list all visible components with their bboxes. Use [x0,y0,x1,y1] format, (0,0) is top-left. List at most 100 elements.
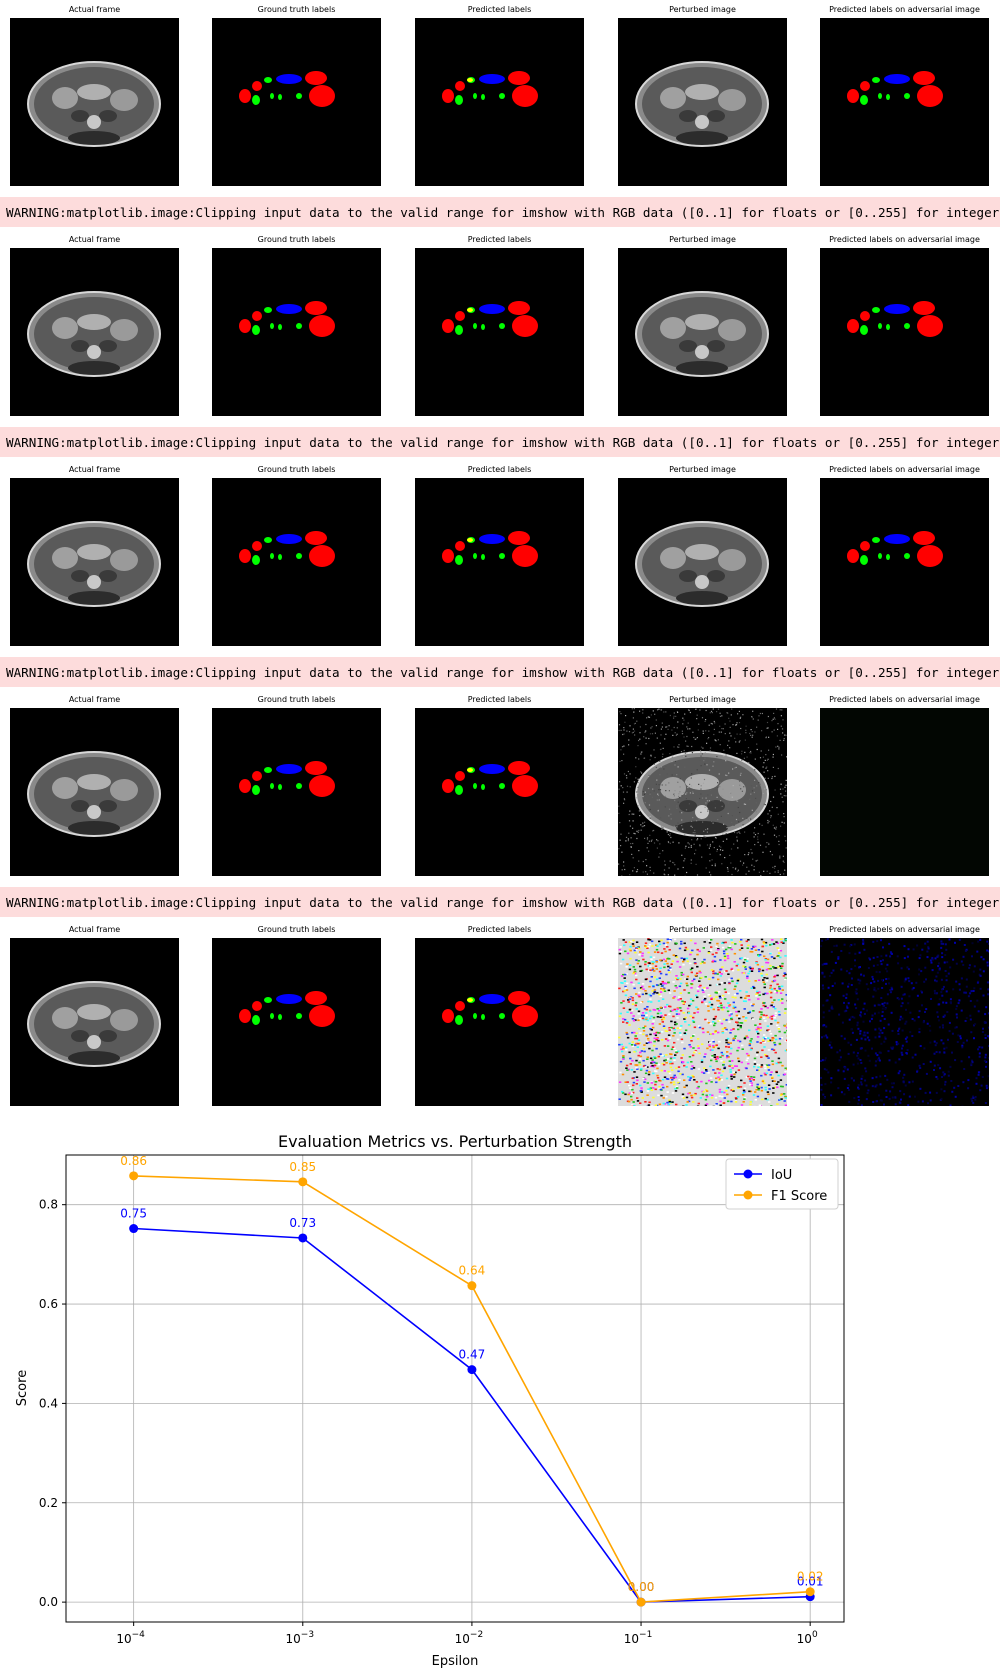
image-panel: Predicted labels [415,460,584,645]
image-panel: Actual frame [10,460,179,645]
warning-text: WARNING:matplotlib.image:Clipping input … [6,895,1000,910]
data-label: 0.86 [120,1154,147,1168]
panel-title: Ground truth labels [192,235,401,244]
legend-label: F1 Score [771,1189,827,1204]
image-panel: Predicted labels on adversarial image [820,460,989,645]
image-panel: Actual frame [10,920,179,1105]
image-panel: Ground truth labels [212,460,381,645]
legend-swatch-marker [744,1170,753,1179]
mri-frame-image [10,18,179,186]
warning-banner: WARNING:matplotlib.image:Clipping input … [0,197,1000,227]
image-panel: Ground truth labels [212,690,381,875]
image-row: Actual frame Ground truth labels Predicted… [0,460,1000,645]
x-tick-label: 10−4 [116,1630,145,1646]
panel-title: Actual frame [0,465,199,474]
data-label: 0.85 [289,1160,316,1174]
x-tick-label: 10−2 [455,1630,484,1646]
image-panel: Perturbed image [618,230,787,415]
panel-title: Perturbed image [598,925,807,934]
image-panel: Predicted labels [415,230,584,415]
adversarial-prediction-image [820,708,989,876]
warning-text: WARNING:matplotlib.image:Clipping input … [6,435,1000,450]
y-tick-label: 0.6 [39,1297,58,1311]
ground-truth-mask-image [212,938,381,1106]
data-point [806,1587,815,1596]
image-panel: Predicted labels [415,690,584,875]
panel-title: Predicted labels on adversarial image [800,925,1000,934]
panel-title: Predicted labels [395,235,604,244]
image-row: Actual frame Ground truth labels Predicted… [0,690,1000,875]
y-tick-label: 0.2 [39,1496,58,1510]
data-point [298,1177,307,1186]
data-label: 0.73 [289,1216,316,1230]
adversarial-prediction-image [820,478,989,646]
mri-frame-image [10,248,179,416]
perturbed-image [618,248,787,416]
predicted-mask-image [415,18,584,186]
perturbed-image [618,708,787,876]
adversarial-prediction-image [820,248,989,416]
image-row: Actual frame Ground truth labels Predicted… [0,0,1000,185]
ground-truth-mask-image [212,248,381,416]
data-label: 0.00 [628,1580,655,1594]
panel-title: Predicted labels on adversarial image [800,465,1000,474]
image-panel: Predicted labels on adversarial image [820,0,989,185]
image-panel: Ground truth labels [212,920,381,1105]
image-panel: Predicted labels on adversarial image [820,230,989,415]
image-panel: Predicted labels on adversarial image [820,920,989,1105]
predicted-mask-image [415,248,584,416]
adversarial-prediction-image [820,938,989,1106]
data-label: 0.47 [459,1348,486,1362]
data-point [129,1171,138,1180]
adversarial-prediction-image [820,18,989,186]
image-row: Actual frame Ground truth labels Predicted… [0,920,1000,1105]
image-panel: Ground truth labels [212,230,381,415]
y-tick-label: 0.4 [39,1396,58,1410]
panel-title: Actual frame [0,5,199,14]
panel-title: Predicted labels [395,925,604,934]
mri-frame-image [10,708,179,876]
predicted-mask-image [415,708,584,876]
data-label: 0.02 [797,1570,824,1584]
chart-title: Evaluation Metrics vs. Perturbation Stre… [278,1132,632,1151]
image-panel: Perturbed image [618,920,787,1105]
image-panel: Predicted labels [415,920,584,1105]
image-panel: Ground truth labels [212,0,381,185]
y-tick-label: 0.8 [39,1198,58,1212]
x-tick-label: 10−3 [286,1630,315,1646]
image-panel: Perturbed image [618,460,787,645]
perturbed-image [618,18,787,186]
predicted-mask-image [415,478,584,646]
data-point [467,1281,476,1290]
data-point [129,1224,138,1233]
warning-banner: WARNING:matplotlib.image:Clipping input … [0,887,1000,917]
legend-swatch-marker [744,1191,753,1200]
image-panel: Predicted labels on adversarial image [820,690,989,875]
panel-title: Perturbed image [598,235,807,244]
data-label: 0.64 [459,1264,486,1278]
panel-title: Perturbed image [598,695,807,704]
ground-truth-mask-image [212,478,381,646]
panel-title: Predicted labels [395,695,604,704]
panel-title: Ground truth labels [192,5,401,14]
panel-title: Perturbed image [598,5,807,14]
panel-title: Actual frame [0,695,199,704]
warning-text: WARNING:matplotlib.image:Clipping input … [6,205,1000,220]
panel-title: Predicted labels [395,5,604,14]
panel-title: Actual frame [0,925,199,934]
perturbed-image [618,938,787,1106]
warning-banner: WARNING:matplotlib.image:Clipping input … [0,657,1000,687]
data-point [298,1233,307,1242]
image-panel: Actual frame [10,690,179,875]
image-panel: Actual frame [10,0,179,185]
x-axis-label: Epsilon [432,1654,479,1669]
y-axis-label: Score [15,1370,30,1406]
warning-text: WARNING:matplotlib.image:Clipping input … [6,665,1000,680]
predicted-mask-image [415,938,584,1106]
mri-frame-image [10,938,179,1106]
panel-title: Actual frame [0,235,199,244]
panel-title: Predicted labels on adversarial image [800,235,1000,244]
data-point [637,1598,646,1607]
x-tick-label: 100 [797,1630,818,1646]
x-tick-label: 10−1 [624,1630,653,1646]
